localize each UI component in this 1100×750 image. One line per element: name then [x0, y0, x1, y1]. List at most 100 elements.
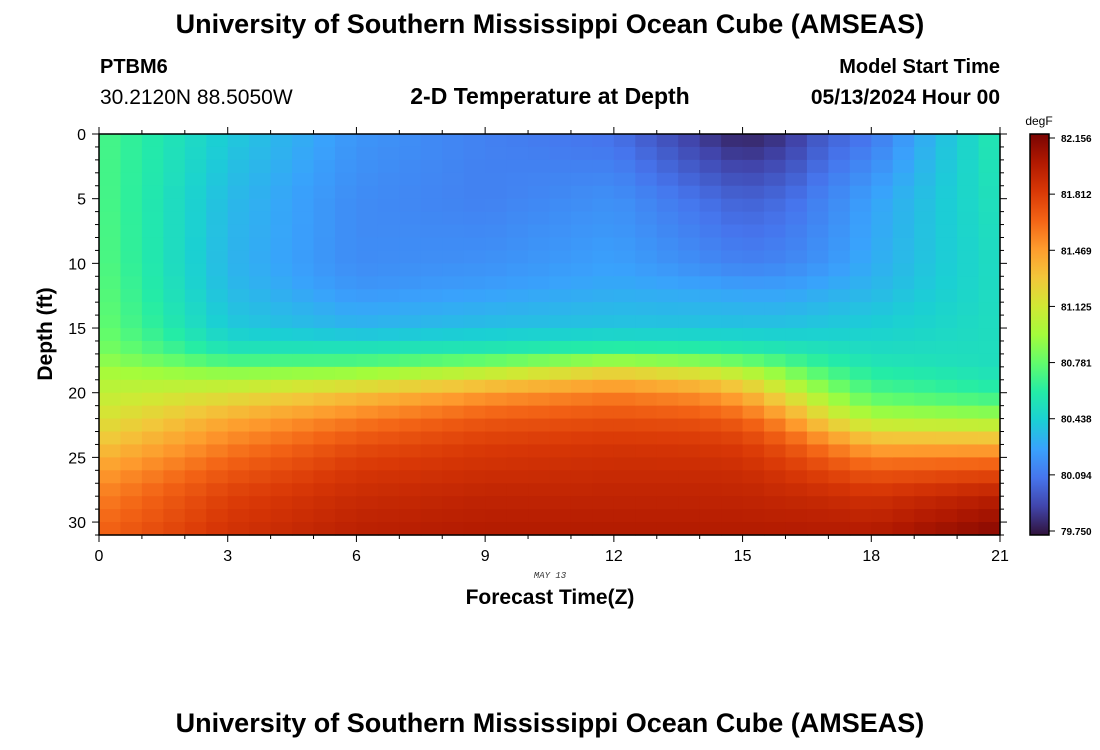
heatmap-cell — [613, 211, 636, 226]
heatmap-cell — [570, 379, 593, 394]
colorbar-unit: degF — [1025, 114, 1052, 128]
x-tick-label: 12 — [605, 548, 623, 565]
heatmap-cell — [313, 483, 336, 497]
heatmap-cell — [249, 146, 272, 161]
heatmap-cell — [141, 392, 164, 407]
heatmap-cell — [356, 224, 379, 239]
heatmap-cell — [99, 340, 122, 355]
heatmap-cell — [699, 483, 722, 497]
heatmap-cell — [828, 353, 851, 368]
heatmap-cell — [292, 444, 315, 458]
colorbar-tick-label: 82.156 — [1061, 134, 1092, 145]
heatmap-cell — [849, 198, 872, 213]
heatmap-cell — [957, 302, 980, 316]
heatmap-cell — [678, 315, 701, 329]
heatmap-cell — [463, 496, 486, 510]
heatmap-cell — [249, 289, 272, 303]
heatmap-cell — [506, 185, 529, 200]
heatmap-cell — [399, 263, 422, 277]
heatmap-cell — [892, 198, 915, 213]
heatmap-cell — [549, 224, 572, 239]
heatmap-cell — [549, 379, 572, 394]
heatmap-cell — [592, 483, 615, 497]
heatmap-cell — [141, 457, 164, 471]
heatmap-cell — [978, 522, 1001, 536]
heatmap-cell — [742, 315, 765, 329]
heatmap-cell — [935, 302, 958, 316]
heatmap-cell — [485, 392, 508, 407]
heatmap-cell — [249, 353, 272, 368]
heatmap-cell — [613, 418, 636, 433]
heatmap-cell — [377, 340, 400, 355]
heatmap-cell — [334, 211, 358, 226]
heatmap-cell — [442, 211, 465, 226]
heatmap-cell — [849, 185, 872, 200]
heatmap-cell — [206, 172, 229, 187]
heatmap-cell — [270, 302, 293, 316]
y-tick-label: 10 — [68, 256, 86, 273]
heatmap-cell — [485, 366, 508, 381]
heatmap-cell — [249, 366, 272, 381]
heatmap-cell — [549, 185, 572, 200]
heatmap-cell — [485, 431, 508, 446]
heatmap-cell — [377, 315, 400, 329]
heatmap-cell — [613, 250, 636, 264]
heatmap-cell — [377, 353, 400, 368]
heatmap-cell — [141, 198, 164, 213]
heatmap-cell — [506, 302, 529, 316]
heatmap-cell — [377, 405, 400, 420]
heatmap-cell — [270, 353, 293, 368]
heatmap-cell — [678, 392, 701, 407]
heatmap-cell — [613, 237, 636, 252]
heatmap-cell — [678, 224, 701, 239]
heatmap-cell — [356, 509, 379, 523]
heatmap-cell — [334, 159, 358, 174]
heatmap-cell — [313, 470, 336, 484]
heatmap-cell — [914, 444, 937, 458]
heatmap-cell — [892, 353, 915, 368]
heatmap-cell — [570, 405, 593, 420]
heatmap-cell — [592, 457, 615, 471]
heatmap-cell — [292, 134, 315, 148]
heatmap-cell — [356, 250, 379, 264]
heatmap-cell — [506, 392, 529, 407]
heatmap-cell — [914, 379, 937, 394]
heatmap-cell — [420, 392, 443, 407]
heatmap-cell — [828, 379, 851, 394]
heatmap-cell — [334, 134, 358, 148]
heatmap-cell — [249, 302, 272, 316]
heatmap-cell — [99, 418, 122, 433]
heatmap-cell — [292, 405, 315, 420]
heatmap-cell — [957, 522, 980, 536]
heatmap-cell — [935, 328, 958, 342]
heatmap-cell — [377, 289, 400, 303]
heatmap-cell — [957, 146, 980, 161]
heatmap-cell — [485, 522, 508, 536]
heatmap-cell — [892, 172, 915, 187]
heatmap-cell — [635, 470, 658, 484]
heatmap-cell — [570, 134, 593, 148]
heatmap-cell — [528, 366, 551, 381]
heatmap-cell — [442, 392, 465, 407]
heatmap-cell — [249, 405, 272, 420]
heatmap-cell — [99, 496, 122, 510]
heatmap-cell — [227, 211, 250, 226]
heatmap-cell — [678, 263, 701, 277]
heatmap-cell — [978, 328, 1001, 342]
heatmap-cell — [613, 353, 636, 368]
y-tick-label: 15 — [68, 321, 86, 338]
heatmap-cell — [184, 159, 207, 174]
heatmap-cell — [592, 496, 615, 510]
heatmap-cell — [699, 263, 722, 277]
heatmap-cell — [206, 250, 229, 264]
heatmap-cell — [399, 522, 422, 536]
heatmap-cell — [849, 263, 872, 277]
heatmap-cell — [442, 509, 465, 523]
heatmap-cell — [270, 392, 293, 407]
heatmap-cell — [914, 185, 937, 200]
heatmap-cell — [356, 302, 379, 316]
heatmap-cell — [313, 340, 336, 355]
heatmap-cell — [785, 198, 808, 213]
heatmap-cell — [957, 379, 980, 394]
heatmap-cell — [399, 276, 422, 290]
